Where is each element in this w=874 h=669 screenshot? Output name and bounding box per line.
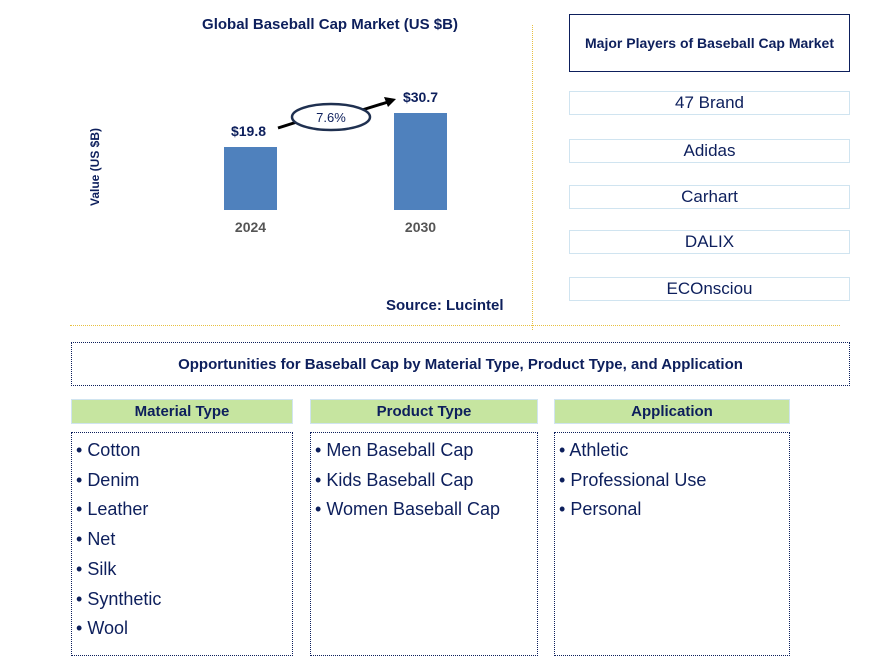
arrow-head-icon bbox=[384, 97, 396, 107]
material-type-header: Material Type bbox=[71, 399, 293, 424]
x-tick-label: 2030 bbox=[404, 219, 437, 235]
source-label: Source: Lucintel bbox=[386, 297, 504, 314]
player-item: Carhart bbox=[569, 185, 850, 209]
list-item: Athletic bbox=[559, 436, 789, 466]
player-item: ECOnsciou bbox=[569, 277, 850, 301]
list-item: Cotton bbox=[76, 436, 292, 466]
material-type-list: CottonDenimLeatherNetSilkSyntheticWool bbox=[71, 432, 293, 656]
opportunities-title: Opportunities for Baseball Cap by Materi… bbox=[71, 342, 850, 386]
growth-rate-label: 7.6% bbox=[316, 110, 346, 125]
data-label: $30.7 bbox=[402, 88, 439, 105]
application-header: Application bbox=[554, 399, 790, 424]
horizontal-divider bbox=[70, 325, 840, 326]
list-item: Denim bbox=[76, 466, 292, 496]
list-item: Wool bbox=[76, 614, 292, 644]
product-type-list: Men Baseball CapKids Baseball CapWomen B… bbox=[310, 432, 538, 656]
major-players-title: Major Players of Baseball Cap Market bbox=[569, 14, 850, 72]
list-item: Kids Baseball Cap bbox=[315, 466, 537, 496]
vertical-divider bbox=[532, 25, 533, 330]
list-item: Synthetic bbox=[76, 585, 292, 615]
x-tick-label: 2024 bbox=[234, 219, 267, 235]
chart-title: Global Baseball Cap Market (US $B) bbox=[202, 16, 458, 33]
list-item: Men Baseball Cap bbox=[315, 436, 537, 466]
list-item: Professional Use bbox=[559, 466, 789, 496]
product-type-header: Product Type bbox=[310, 399, 538, 424]
data-label: $19.8 bbox=[230, 123, 267, 140]
player-item: 47 Brand bbox=[569, 91, 850, 115]
player-item: DALIX bbox=[569, 230, 850, 254]
list-item: Net bbox=[76, 525, 292, 555]
player-item: Adidas bbox=[569, 139, 850, 163]
bar-2030 bbox=[394, 112, 447, 210]
growth-ellipse bbox=[290, 102, 372, 132]
list-item: Silk bbox=[76, 555, 292, 585]
list-item: Personal bbox=[559, 495, 789, 525]
application-list: AthleticProfessional UsePersonal bbox=[554, 432, 790, 656]
list-item: Women Baseball Cap bbox=[315, 495, 537, 525]
growth-arrow-line bbox=[361, 100, 389, 112]
list-item: Leather bbox=[76, 495, 292, 525]
bar-2024 bbox=[224, 147, 277, 210]
